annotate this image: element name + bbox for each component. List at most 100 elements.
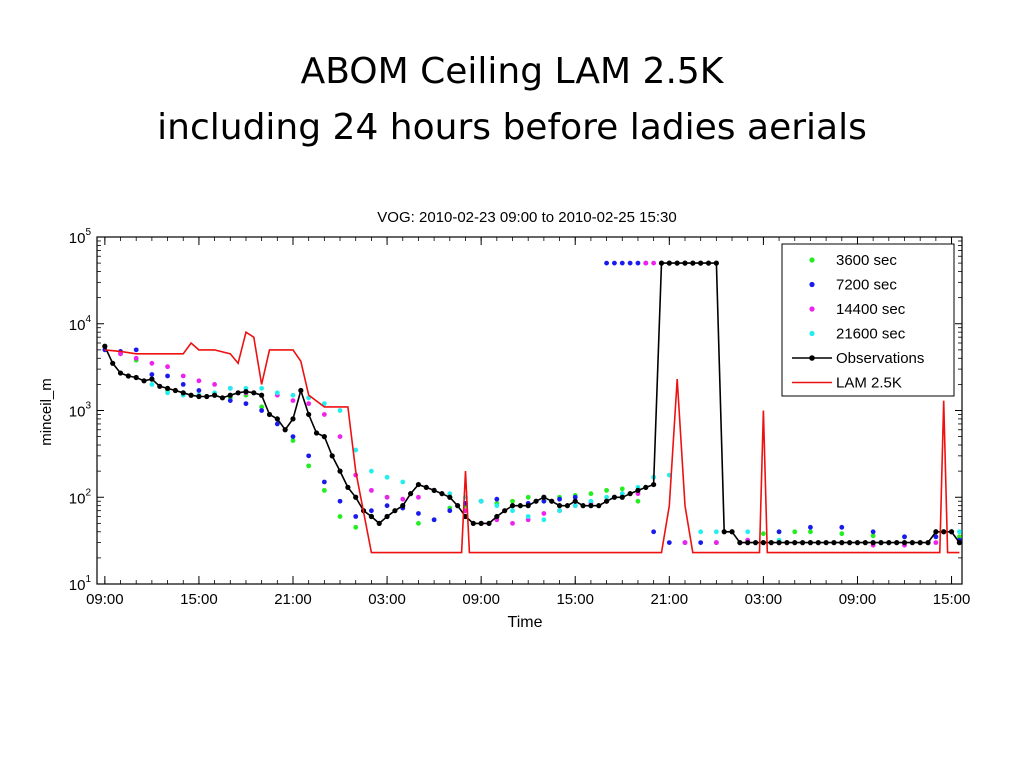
point-observations [909,540,915,546]
point-14400-sec [541,511,547,516]
point-14400-sec [384,494,390,500]
point-14400-sec [165,364,170,370]
point-7200-sec [572,494,578,500]
point-14400-sec [290,398,296,404]
point-observations [549,498,555,504]
point-3600-sec [510,498,515,504]
x-tick-label: 09:00 [86,591,124,608]
point-21600-sec [572,503,578,509]
point-observations [204,393,210,400]
legend-label-3600-sec: 3600 sec [836,252,897,269]
point-observations [619,494,625,500]
x-tick-label: 21:00 [274,591,312,608]
point-observations [698,260,704,266]
point-21600-sec [604,494,609,500]
point-observations [760,540,766,546]
point-7200-sec [274,421,280,427]
point-21600-sec [227,385,233,391]
point-observations [431,487,437,493]
point-observations [635,487,641,493]
point-21600-sec [494,503,500,509]
x-tick-label: 09:00 [839,591,877,608]
point-observations [580,503,586,509]
point-observations [415,481,422,488]
legend-marker-21600-sec [809,330,815,337]
point-observations [423,484,429,490]
point-observations [313,430,320,436]
point-14400-sec [368,487,374,493]
point-observations [588,503,594,509]
point-7200-sec [290,434,296,440]
point-7200-sec [651,529,657,535]
point-14400-sec [337,434,343,440]
point-21600-sec [698,529,704,535]
point-observations [392,508,398,514]
legend-label-lam-2-5k: LAM 2.5K [836,375,902,392]
point-7200-sec [666,540,672,546]
point-3600-sec [760,531,766,537]
y-axis-label: minceil_m [38,378,55,446]
point-21600-sec [541,517,547,523]
point-14400-sec [682,540,688,546]
point-observations [666,260,672,266]
point-observations [439,491,445,497]
point-observations [862,540,868,546]
point-7200-sec [541,498,547,504]
point-observations [572,498,578,504]
legend-label-7200-sec: 7200 sec [836,277,897,294]
point-observations [948,529,955,535]
point-observations [721,529,727,535]
point-14400-sec [196,378,202,384]
point-observations [854,540,861,546]
point-3600-sec [870,533,876,539]
point-observations [282,427,288,433]
point-14400-sec [416,494,421,500]
point-observations [839,540,845,546]
point-7200-sec [416,511,421,516]
point-observations [486,520,492,526]
point-observations [235,390,241,396]
point-7200-sec [321,479,327,485]
y-tick-label: 101 [69,574,92,594]
point-observations [274,416,280,422]
point-7200-sec [557,496,562,502]
point-21600-sec [525,514,531,519]
point-7200-sec [133,347,139,353]
point-3600-sec [808,529,813,535]
point-21600-sec [745,529,751,535]
point-21600-sec [274,390,280,396]
point-7200-sec [635,260,641,266]
point-observations [737,540,743,546]
point-21600-sec [588,498,594,504]
point-7200-sec [612,260,617,266]
x-tick-label: 21:00 [651,591,689,608]
slide-title-line2: including 24 hours before ladies aerials [157,107,867,148]
point-observations [713,260,719,266]
point-7200-sec [933,534,939,540]
point-21600-sec [353,447,359,453]
x-tick-label: 03:00 [745,591,783,608]
point-14400-sec [212,381,217,387]
point-observations [353,494,359,500]
point-7200-sec [839,524,845,530]
point-observations [306,411,312,418]
point-7200-sec [227,398,233,404]
point-observations [541,494,547,500]
point-3600-sec [525,494,531,500]
point-7200-sec [604,260,609,266]
point-observations [494,513,500,520]
point-21600-sec [478,498,484,504]
point-observations [321,434,327,440]
point-3600-sec [635,498,641,504]
x-tick-label: 09:00 [462,591,500,608]
point-3600-sec [619,486,625,492]
point-observations [337,468,343,474]
point-7200-sec [870,529,876,535]
point-14400-sec [651,260,657,266]
point-21600-sec [321,401,327,407]
point-observations [870,540,876,546]
point-observations [517,503,523,509]
point-observations [564,503,570,509]
point-observations [368,513,374,520]
